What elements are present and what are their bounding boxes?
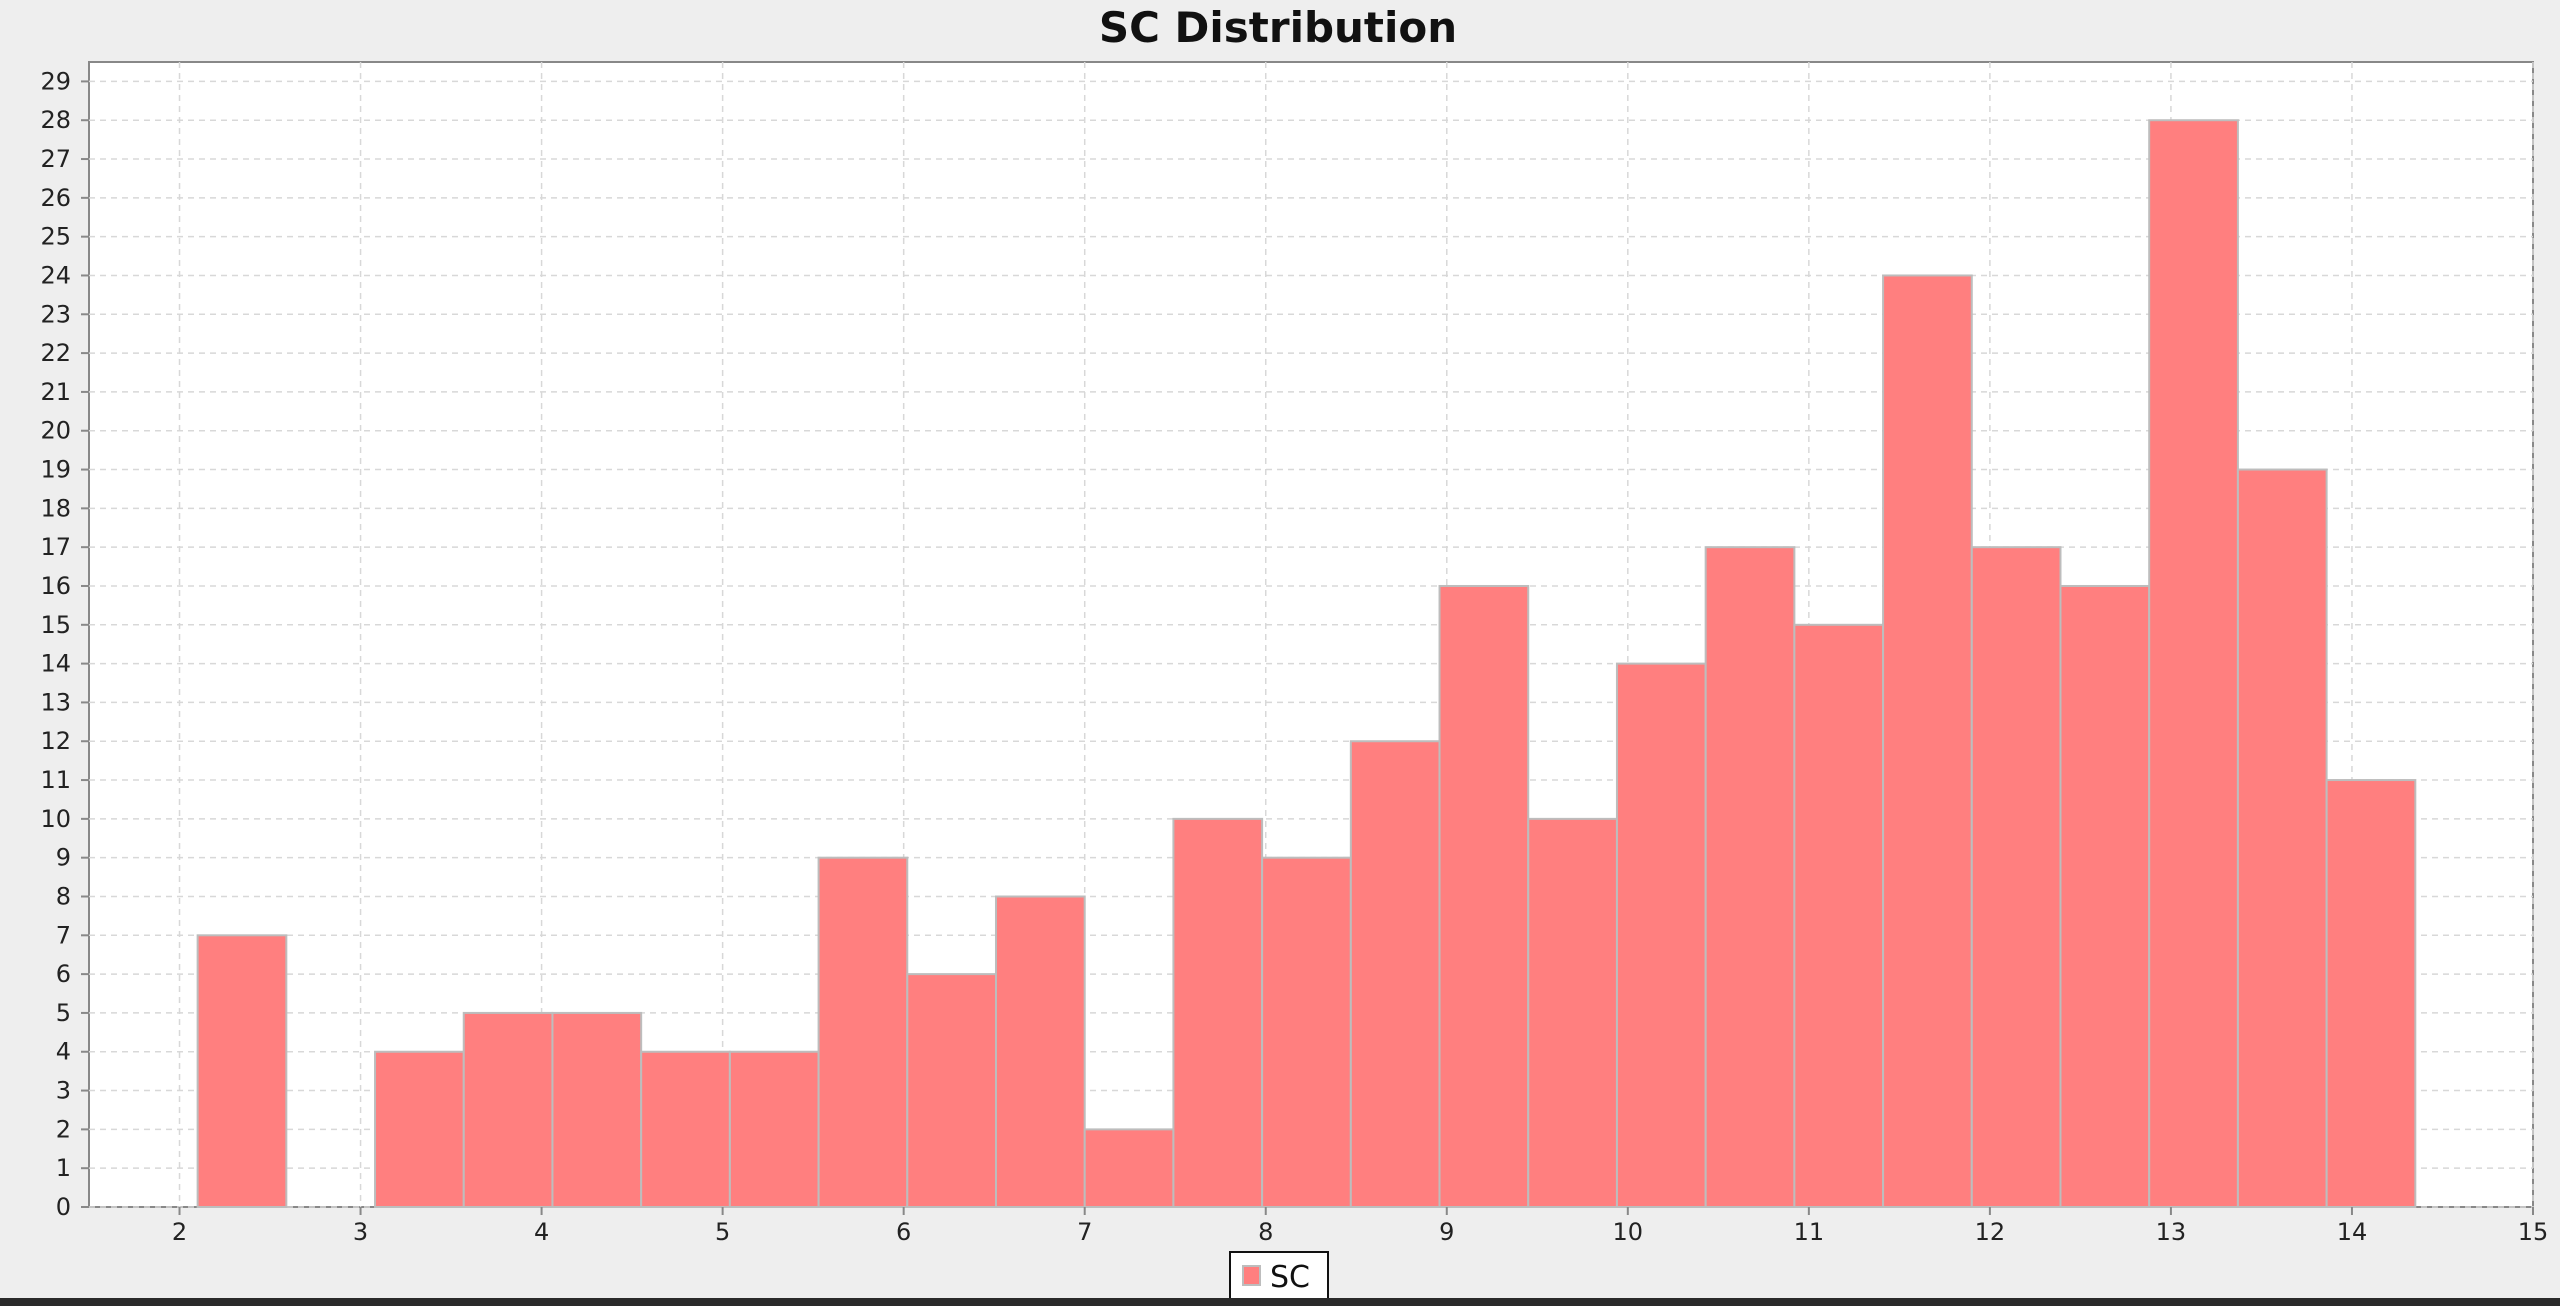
histogram-bar-19 bbox=[1882, 274, 1973, 1209]
histogram-bar-15 bbox=[1527, 817, 1618, 1208]
y-tick-label-23: 23 bbox=[40, 300, 71, 328]
x-tick-label-14: 14 bbox=[2337, 1218, 2368, 1246]
x-tick-label-3: 3 bbox=[353, 1218, 368, 1246]
y-tick-label-17: 17 bbox=[40, 533, 71, 561]
y-tick-label-8: 8 bbox=[56, 882, 71, 910]
histogram-bar-18 bbox=[1793, 623, 1885, 1208]
y-tick-label-21: 21 bbox=[40, 378, 71, 406]
histogram-bar-9 bbox=[994, 895, 1086, 1208]
histogram-bar-8 bbox=[906, 973, 997, 1209]
x-tick-label-2: 2 bbox=[172, 1218, 187, 1246]
y-tick-label-27: 27 bbox=[40, 145, 71, 173]
y-tick-label-26: 26 bbox=[40, 184, 71, 212]
y-tick-label-5: 5 bbox=[56, 999, 71, 1027]
x-tick-label-5: 5 bbox=[715, 1218, 730, 1246]
histogram-bar-3 bbox=[462, 1011, 554, 1208]
histogram-bar-23 bbox=[2236, 468, 2328, 1208]
x-tick-label-9: 9 bbox=[1439, 1218, 1454, 1246]
y-tick-label-25: 25 bbox=[40, 223, 71, 251]
histogram-bar-11 bbox=[1172, 817, 1264, 1208]
histogram-bar-7 bbox=[817, 856, 909, 1208]
legend-label-sc: SC bbox=[1270, 1260, 1310, 1295]
y-tick-label-29: 29 bbox=[40, 67, 71, 95]
y-tick-label-0: 0 bbox=[56, 1193, 71, 1221]
y-tick-label-9: 9 bbox=[56, 844, 71, 872]
y-tick-label-20: 20 bbox=[40, 417, 71, 445]
y-tick-label-22: 22 bbox=[40, 339, 71, 367]
axes: 0123456789101112131415161718192021222324… bbox=[40, 67, 2548, 1246]
x-tick-label-13: 13 bbox=[2156, 1218, 2187, 1246]
y-tick-label-12: 12 bbox=[40, 727, 71, 755]
x-tick-label-12: 12 bbox=[1975, 1218, 2006, 1246]
y-tick-label-1: 1 bbox=[56, 1154, 71, 1182]
x-tick-label-8: 8 bbox=[1258, 1218, 1273, 1246]
y-tick-label-16: 16 bbox=[40, 572, 71, 600]
legend: SC bbox=[1229, 1251, 1329, 1300]
y-tick-label-10: 10 bbox=[40, 805, 71, 833]
x-tick-label-10: 10 bbox=[1613, 1218, 1644, 1246]
y-tick-label-24: 24 bbox=[40, 261, 71, 289]
x-tick-label-11: 11 bbox=[1794, 1218, 1825, 1246]
x-tick-label-7: 7 bbox=[1077, 1218, 1092, 1246]
histogram-bar-12 bbox=[1261, 856, 1352, 1208]
y-tick-label-11: 11 bbox=[40, 766, 71, 794]
histogram-bar-20 bbox=[1970, 546, 2062, 1208]
chart-title: SC Distribution bbox=[1099, 3, 1457, 52]
y-tick-label-15: 15 bbox=[40, 611, 71, 639]
histogram-bar-0 bbox=[196, 934, 288, 1209]
histogram-bar-5 bbox=[640, 1050, 731, 1208]
histogram-bar-21 bbox=[2059, 584, 2151, 1208]
histogram-bar-10 bbox=[1083, 1128, 1175, 1209]
histogram-bar-13 bbox=[1349, 740, 1441, 1209]
histogram-bar-2 bbox=[374, 1050, 465, 1208]
y-tick-label-4: 4 bbox=[56, 1038, 71, 1066]
histogram-bars bbox=[196, 119, 2417, 1209]
histogram-bar-17 bbox=[1704, 546, 1796, 1208]
y-tick-label-2: 2 bbox=[56, 1115, 71, 1143]
histogram-bar-24 bbox=[2325, 779, 2417, 1208]
y-tick-label-14: 14 bbox=[40, 650, 71, 678]
x-tick-label-15: 15 bbox=[2518, 1218, 2549, 1246]
y-tick-label-7: 7 bbox=[56, 921, 71, 949]
x-tick-label-4: 4 bbox=[534, 1218, 549, 1246]
y-tick-label-19: 19 bbox=[40, 456, 71, 484]
legend-swatch-sc bbox=[1242, 1265, 1261, 1286]
x-tick-label-6: 6 bbox=[896, 1218, 911, 1246]
y-tick-label-18: 18 bbox=[40, 494, 71, 522]
histogram-bar-16 bbox=[1615, 662, 1707, 1208]
histogram-bar-14 bbox=[1438, 584, 1530, 1208]
y-tick-label-13: 13 bbox=[40, 688, 71, 716]
histogram-bar-6 bbox=[728, 1050, 820, 1208]
histogram-bar-22 bbox=[2148, 119, 2239, 1208]
y-tick-label-6: 6 bbox=[56, 960, 71, 988]
histogram-bar-4 bbox=[551, 1011, 643, 1208]
y-tick-label-3: 3 bbox=[56, 1077, 71, 1105]
y-tick-label-28: 28 bbox=[40, 106, 71, 134]
window-bottom-edge bbox=[0, 1298, 2560, 1306]
